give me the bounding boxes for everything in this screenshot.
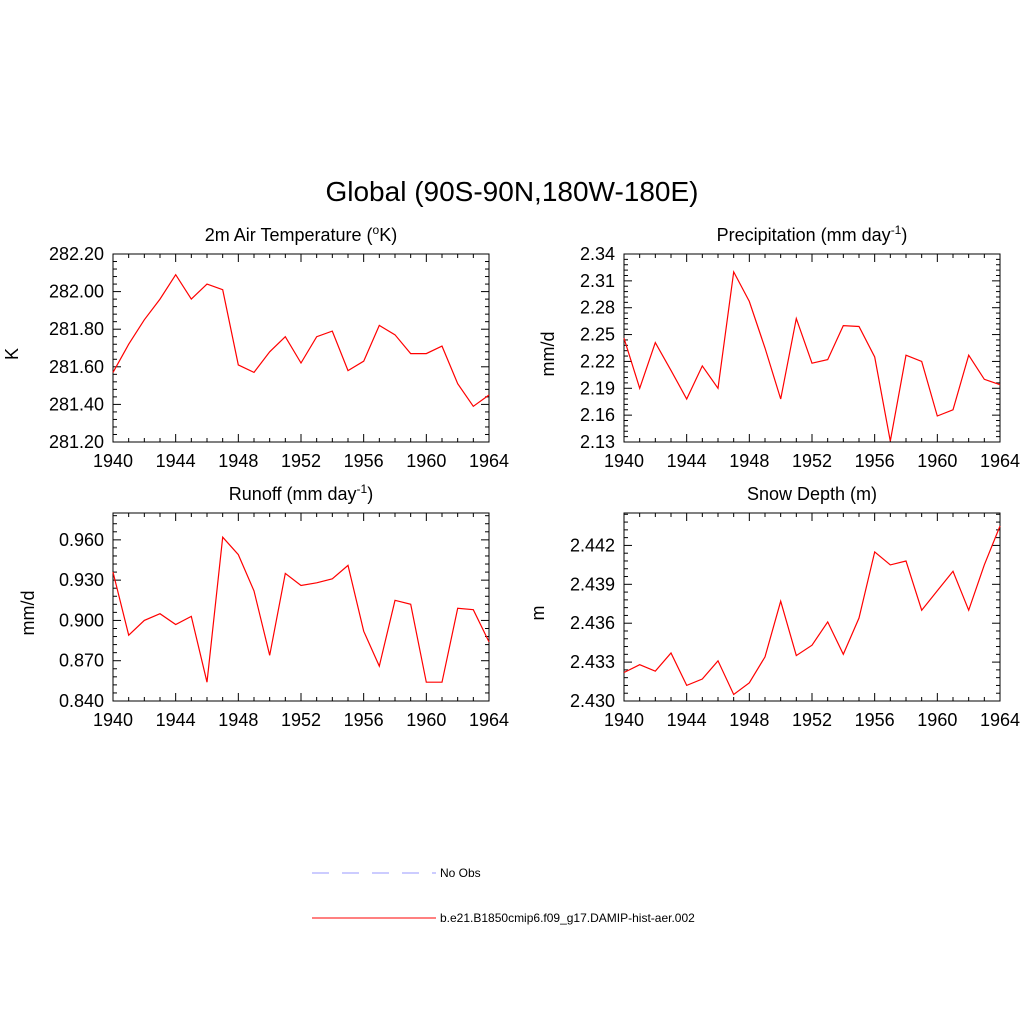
- x-tick-label: 1952: [792, 710, 832, 730]
- x-tick-label: 1940: [604, 451, 644, 471]
- y-tick-label: 282.00: [49, 282, 104, 302]
- y-axis-label: mm/d: [538, 332, 558, 377]
- x-tick-label: 1952: [281, 710, 321, 730]
- y-tick-label: 2.433: [570, 652, 615, 672]
- y-tick-label: 0.930: [59, 570, 104, 590]
- panel-title-text: Precipitation (mm day: [717, 225, 891, 245]
- x-tick-label: 1964: [980, 710, 1020, 730]
- x-tick-label: 1960: [406, 710, 446, 730]
- y-tick-label: 0.960: [59, 530, 104, 550]
- panel-title: Snow Depth (m): [747, 484, 877, 504]
- x-tick-label: 1940: [93, 710, 133, 730]
- y-tick-label: 0.840: [59, 691, 104, 711]
- x-tick-label: 1940: [93, 451, 133, 471]
- panel-title: 2m Air Temperature (oK): [205, 223, 397, 245]
- panel-title-sup: -1: [357, 482, 368, 496]
- chart-panel-3: 1940 1944 1948 1952 1956 1960 1964 0.840 0.870 0.…: [18, 482, 509, 730]
- y-tick-label: 282.20: [49, 244, 104, 264]
- y-axis-label: mm/d: [18, 591, 38, 636]
- x-tick-label: 1944: [667, 710, 707, 730]
- x-tick-label: 1940: [604, 710, 644, 730]
- panel-title-sup: o: [373, 223, 380, 237]
- figure-title: Global (90S-90N,180W-180E): [325, 176, 698, 207]
- panel-title: Precipitation (mm day-1): [717, 223, 908, 245]
- x-tick-label: 1960: [406, 451, 446, 471]
- y-tick-label: 2.16: [580, 405, 615, 425]
- x-tick-label: 1956: [855, 710, 895, 730]
- x-tick-label: 1956: [855, 451, 895, 471]
- x-tick-label: 1944: [156, 710, 196, 730]
- x-tick-label: 1960: [917, 451, 957, 471]
- x-tick-label: 1944: [667, 451, 707, 471]
- panel-title-end: ): [901, 225, 907, 245]
- x-tick-label: 1944: [156, 451, 196, 471]
- x-tick-label: 1952: [281, 451, 321, 471]
- x-tick-label: 1964: [469, 710, 509, 730]
- y-axis-label: m: [528, 606, 548, 621]
- y-tick-label: 2.436: [570, 613, 615, 633]
- y-tick-label: 2.31: [580, 271, 615, 291]
- y-tick-label: 281.60: [49, 357, 104, 377]
- y-tick-label: 2.25: [580, 325, 615, 345]
- panel-title-end: K): [379, 225, 397, 245]
- y-tick-label: 2.442: [570, 535, 615, 555]
- panel-title-text: 2m Air Temperature (: [205, 225, 373, 245]
- chart-panels: 1940 1944 1948 1952 1956 1960 1964 281.20 281.40…: [2, 223, 1020, 730]
- chart-panel-1: 1940 1944 1948 1952 1956 1960 1964 281.20 281.40…: [2, 223, 509, 471]
- x-tick-label: 1964: [980, 451, 1020, 471]
- series-line: [112, 535, 490, 683]
- x-tick-label: 1952: [792, 451, 832, 471]
- y-tick-label: 2.19: [580, 378, 615, 398]
- x-tick-label: 1948: [218, 710, 258, 730]
- panel-title-text: Snow Depth (m): [747, 484, 877, 504]
- y-axis-label: K: [2, 348, 22, 360]
- plot-frame: [112, 253, 490, 443]
- legend: No Obs b.e21.B1850cmip6.f09_g17.DAMIP-his…: [312, 866, 695, 925]
- panel-title-end: ): [367, 484, 373, 504]
- x-tick-label: 1948: [218, 451, 258, 471]
- plot-frame: [112, 512, 490, 702]
- series-line: [623, 525, 1001, 696]
- x-tick-label: 1956: [344, 710, 384, 730]
- y-tick-label: 281.20: [49, 432, 104, 452]
- y-tick-label: 0.900: [59, 610, 104, 630]
- y-tick-label: 2.430: [570, 691, 615, 711]
- y-tick-label: 2.22: [580, 351, 615, 371]
- x-tick-label: 1964: [469, 451, 509, 471]
- panel-title: Runoff (mm day-1): [229, 482, 373, 504]
- y-tick-label: 2.34: [580, 244, 615, 264]
- panel-title-text: Runoff (mm day: [229, 484, 357, 504]
- series-line: [112, 273, 490, 408]
- chart-panel-4: 1940 1944 1948 1952 1956 1960 1964 2.430 2.433 2.…: [528, 484, 1020, 730]
- panel-title-sup: -1: [891, 223, 902, 237]
- legend-label-2: b.e21.B1850cmip6.f09_g17.DAMIP-hist-aer.…: [440, 911, 695, 925]
- series-line: [623, 269, 1001, 442]
- y-tick-label: 0.870: [59, 651, 104, 671]
- x-tick-label: 1948: [729, 710, 769, 730]
- y-tick-label: 281.80: [49, 319, 104, 339]
- y-tick-label: 2.13: [580, 432, 615, 452]
- y-tick-label: 2.28: [580, 298, 615, 318]
- chart-panel-2: 1940 1944 1948 1952 1956 1960 1964 2.13 2.16 2.19…: [538, 223, 1020, 471]
- x-tick-label: 1960: [917, 710, 957, 730]
- x-tick-label: 1948: [729, 451, 769, 471]
- y-tick-label: 2.439: [570, 574, 615, 594]
- x-tick-label: 1956: [344, 451, 384, 471]
- y-tick-label: 281.40: [49, 394, 104, 414]
- legend-label-1: No Obs: [440, 866, 481, 880]
